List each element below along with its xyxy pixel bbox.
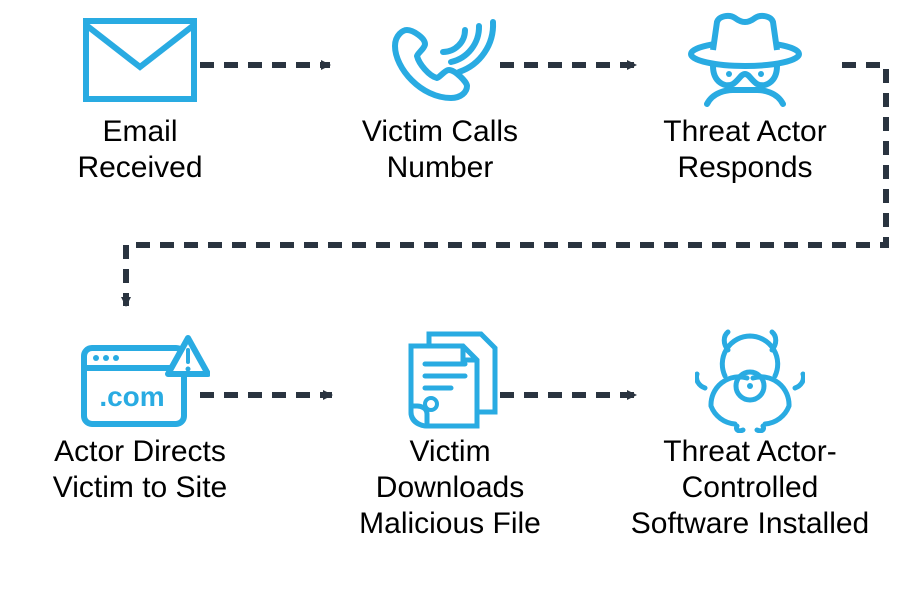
step-label: Actor Directs Victim to Site — [53, 434, 228, 506]
step-actor-directs: .com Actor Directs Victim to Site — [0, 330, 280, 506]
biohazard-icon — [695, 330, 805, 430]
step-software-installed: Threat Actor- Controlled Software Instal… — [600, 330, 900, 542]
step-threat-responds: Threat Actor Responds — [620, 10, 870, 186]
step-email-received: Email Received — [40, 10, 240, 186]
step-label: Threat Actor Responds — [663, 114, 826, 186]
svg-text:.com: .com — [99, 381, 164, 412]
step-victim-calls: Victim Calls Number — [310, 10, 570, 186]
step-label: Email Received — [77, 114, 202, 186]
step-label: Victim Downloads Malicious File — [359, 434, 541, 542]
phone-icon — [383, 10, 498, 110]
step-label: Threat Actor- Controlled Software Instal… — [631, 434, 869, 542]
website-icon: .com — [70, 330, 210, 430]
step-victim-downloads: Victim Downloads Malicious File — [310, 330, 590, 542]
envelope-icon — [80, 10, 200, 110]
spy-icon — [685, 10, 805, 110]
step-label: Victim Calls Number — [362, 114, 518, 186]
file-icon — [395, 330, 505, 430]
